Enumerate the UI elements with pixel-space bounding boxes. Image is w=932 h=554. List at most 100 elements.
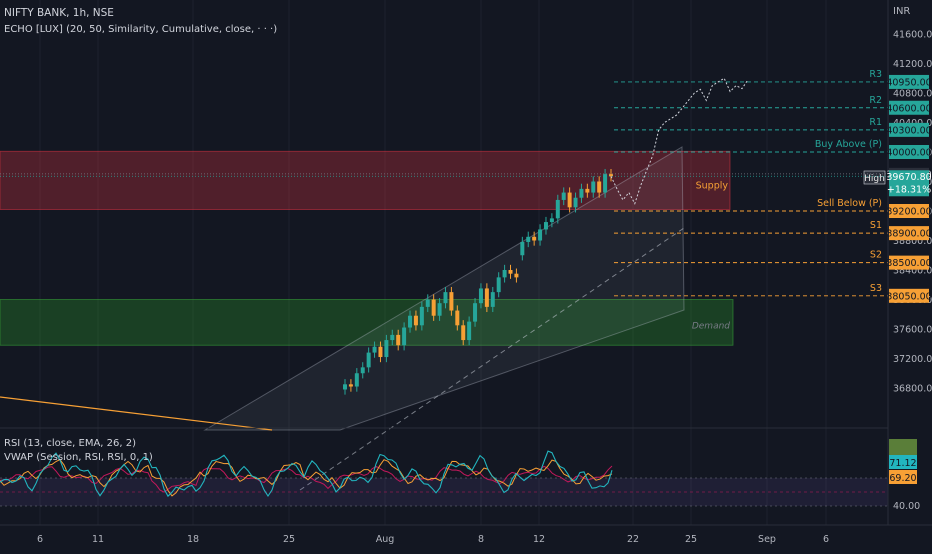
candle-body xyxy=(514,273,519,278)
level-label: S1 xyxy=(870,220,882,231)
time-tick-label: Sep xyxy=(758,534,776,545)
candle-body xyxy=(502,270,507,278)
time-tick-label: 8 xyxy=(478,534,484,545)
price-tick-label: 38400.00 xyxy=(893,266,932,277)
candle-body xyxy=(573,197,578,208)
candle-body xyxy=(372,346,377,353)
candle-body xyxy=(549,218,554,223)
high-marker: High xyxy=(863,170,886,185)
candle-body xyxy=(484,288,489,307)
candle-body xyxy=(490,292,495,307)
price-tick-label: 41200.00 xyxy=(893,59,932,70)
level-label: Sell Below (P) xyxy=(817,198,882,209)
candle-body xyxy=(461,325,466,341)
rsi-line xyxy=(0,450,613,498)
supply-zone xyxy=(0,150,731,210)
price-tick-label: 40800.00 xyxy=(893,89,932,100)
level-price-tag xyxy=(889,255,929,270)
currency-label: INR xyxy=(893,6,910,17)
last-price-change: +18.31% xyxy=(887,184,931,195)
candle-body xyxy=(579,188,584,198)
candle-body xyxy=(443,292,448,304)
level-price-tag xyxy=(889,226,929,241)
candle-body xyxy=(597,181,602,193)
candle-body xyxy=(425,299,430,307)
level-price-tag xyxy=(889,122,929,137)
price-channel xyxy=(203,146,685,431)
supply-zone-label: Supply xyxy=(696,180,729,191)
price-tick-label: 37600.00 xyxy=(893,325,932,336)
candle-body xyxy=(378,346,383,358)
zones-layer: Supply Demand xyxy=(0,150,734,346)
rsi-tick-40: 40.00 xyxy=(893,501,920,512)
level-price-value: 39200.00 xyxy=(886,207,931,218)
level-price-tag xyxy=(889,74,929,89)
last-price-tag xyxy=(889,170,929,197)
time-tick-label: 25 xyxy=(685,534,697,545)
channel-midline xyxy=(299,227,685,491)
candle-body xyxy=(384,340,389,358)
candle-body xyxy=(354,373,359,387)
time-tick-label: 12 xyxy=(533,534,545,545)
time-axis[interactable]: 6 11 18 25 Aug 8 12 22 25 Sep 6 xyxy=(37,534,829,545)
long-ma-line xyxy=(0,396,273,431)
candle-body xyxy=(496,277,501,293)
candle-body xyxy=(585,188,590,193)
level-price-value: 40600.00 xyxy=(886,103,931,114)
level-label: S3 xyxy=(870,283,882,294)
symbol-title[interactable]: NIFTY BANK, 1h, NSE xyxy=(4,7,114,19)
rsi-vwap-line xyxy=(0,465,613,493)
candle-body xyxy=(561,192,566,200)
candle-body xyxy=(408,315,413,328)
candle-body xyxy=(431,299,436,316)
candle-body xyxy=(591,181,596,193)
candle-body xyxy=(473,303,478,322)
candle-body xyxy=(567,192,572,208)
level-price-value: 38050.00 xyxy=(886,291,931,302)
candle-body xyxy=(390,334,395,341)
time-tick-label: 18 xyxy=(187,534,199,545)
candle-body xyxy=(555,199,560,219)
candle-body xyxy=(348,384,353,387)
candle-body xyxy=(603,174,608,193)
level-label: S2 xyxy=(870,250,882,261)
price-axis[interactable]: INR 41600.0041200.0040800.0040400.004000… xyxy=(886,6,932,395)
candle-body xyxy=(543,222,548,230)
time-tick-label: 6 xyxy=(823,534,829,545)
candle-body xyxy=(343,384,347,390)
candle-body xyxy=(437,303,442,316)
candle-body xyxy=(508,270,513,274)
price-tick-label: 36800.00 xyxy=(893,384,932,395)
level-label: R1 xyxy=(869,117,882,128)
candle-body xyxy=(366,352,371,368)
price-tick-label: 38800.00 xyxy=(893,236,932,247)
candle-body xyxy=(478,288,483,304)
price-tick-label: 41600.00 xyxy=(893,30,932,41)
candle-body xyxy=(360,367,365,374)
echo-indicator-label[interactable]: ECHO [LUX] (20, 50, Similarity, Cumulati… xyxy=(4,24,277,35)
level-label: Buy Above (P) xyxy=(815,139,882,150)
time-tick-label: Aug xyxy=(376,534,395,545)
candle-body xyxy=(609,174,613,177)
level-price-tag xyxy=(889,145,929,159)
time-tick-label: 25 xyxy=(283,534,295,545)
level-label: R2 xyxy=(869,95,882,106)
level-price-value: 38500.00 xyxy=(886,258,931,269)
candle-body xyxy=(532,236,537,241)
level-price-value: 38900.00 xyxy=(886,229,931,240)
level-price-tag xyxy=(889,204,929,218)
level-price-value: 40950.00 xyxy=(886,77,931,88)
level-price-value: 40000.00 xyxy=(886,148,931,159)
levels-layer: R3 R2 R1 Buy Above (P) Sell Below (P) S1 S2 S3 xyxy=(614,69,888,297)
echo-forecast-line xyxy=(610,77,749,205)
rsi-axis: 71.12 69.20 40.00 xyxy=(889,439,920,512)
candle-body xyxy=(413,315,418,326)
candle-body xyxy=(402,327,407,346)
demand-zone-label: Demand xyxy=(692,322,730,332)
time-tick-label: 6 xyxy=(37,534,43,545)
candle-body xyxy=(526,236,531,242)
level-label: R3 xyxy=(869,69,882,80)
